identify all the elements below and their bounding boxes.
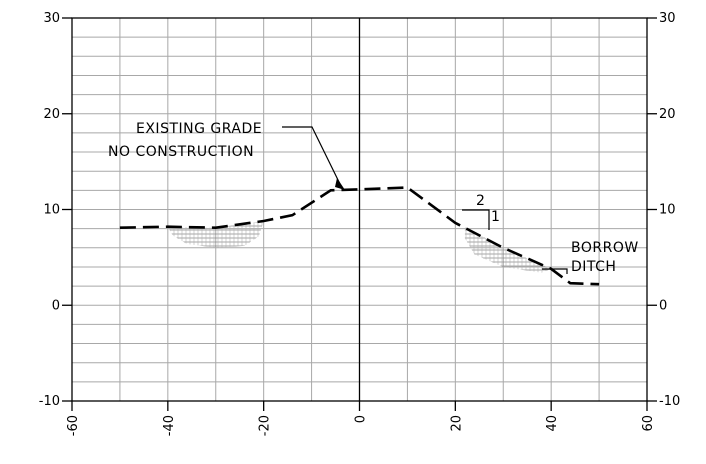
y-tick-label-right: 10 bbox=[659, 203, 676, 218]
y-tick-label-right: 30 bbox=[659, 11, 676, 26]
borrow-ditch-label-line1: BORROW bbox=[571, 240, 639, 256]
slope-rise-label: 1 bbox=[491, 209, 500, 225]
hatched-area-borrow-ditch bbox=[464, 226, 552, 273]
existing-grade-label-line2: NO CONSTRUCTION bbox=[108, 144, 254, 160]
y-tick-label-left: 20 bbox=[43, 107, 60, 122]
slope-run-label: 2 bbox=[476, 193, 485, 209]
existing-grade-leader bbox=[282, 126, 341, 185]
x-tick-label: 20 bbox=[449, 415, 464, 432]
x-tick-label: 60 bbox=[641, 415, 656, 432]
x-tick-label: 40 bbox=[545, 415, 560, 432]
y-tick-label-left: 0 bbox=[52, 298, 60, 313]
x-tick-label: -40 bbox=[162, 415, 177, 436]
y-tick-label-left: 30 bbox=[43, 11, 60, 26]
x-tick-label: -60 bbox=[66, 415, 81, 436]
y-tick-label-right: 20 bbox=[659, 107, 676, 122]
y-tick-label-left: 10 bbox=[43, 203, 60, 218]
existing-grade-label-line1: EXISTING GRADE bbox=[136, 121, 262, 137]
tick-labels: 30 20 10 0 -10 30 20 10 0 -10 -60 -40 -20 0 20 40 60 bbox=[39, 11, 680, 436]
x-tick-label: -20 bbox=[258, 415, 273, 436]
annotations: EXISTING GRADE NO CONSTRUCTION 2 1 BORRO… bbox=[108, 121, 639, 275]
borrow-ditch-label-line2: DITCH bbox=[571, 259, 616, 275]
x-tick-label: 0 bbox=[354, 415, 369, 423]
borrow-ditch-leader bbox=[542, 268, 568, 274]
y-tick-label-right: 0 bbox=[659, 298, 667, 313]
y-tick-label-right: -10 bbox=[659, 394, 680, 409]
slope-indicator bbox=[462, 209, 490, 230]
y-tick-label-left: -10 bbox=[39, 394, 60, 409]
existing-grade-arrowhead bbox=[335, 178, 345, 190]
